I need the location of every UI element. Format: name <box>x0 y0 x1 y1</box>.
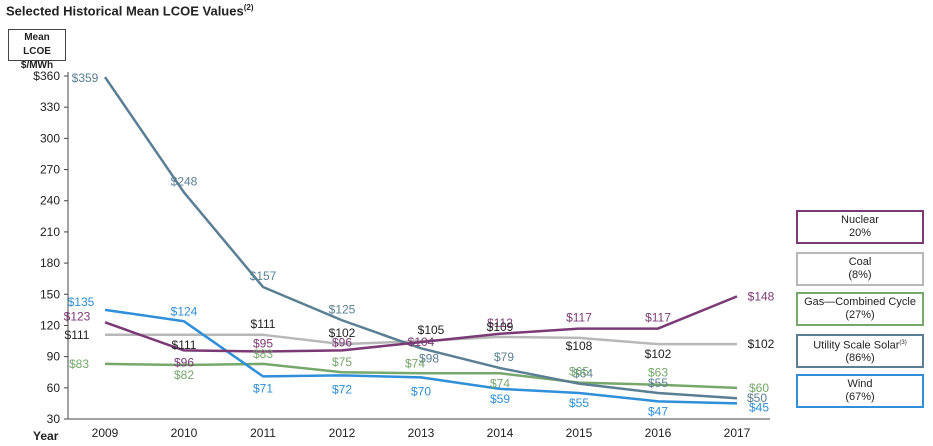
legend-item-nuclear: Nuclear 20% <box>796 210 924 244</box>
data-label-coal: $102 <box>748 337 775 351</box>
y-tick-label: 270 <box>40 163 60 177</box>
data-label-solar: $50 <box>747 391 767 405</box>
data-label-wind: $45 <box>749 400 769 414</box>
data-label-nuclear: $112 <box>487 316 513 330</box>
data-label-nuclear: $104 <box>408 335 435 349</box>
legend-item-wind: Wind (67%) <box>796 374 924 408</box>
data-label-solar: $79 <box>494 350 514 364</box>
legend-label: Nuclear <box>841 214 879 226</box>
data-label-coal: $111 <box>251 317 276 331</box>
legend-percent: (8%) <box>848 269 872 281</box>
data-label-solar: $55 <box>648 376 668 390</box>
y-tick-label: 330 <box>40 100 60 114</box>
data-label-solar: $248 <box>171 174 198 188</box>
data-label-solar: $359 <box>72 71 99 85</box>
data-label-coal: $111 <box>172 338 197 352</box>
y-tick-label: 180 <box>40 256 60 270</box>
x-tick-label: 2009 <box>92 426 119 440</box>
data-label-gas: $74 <box>405 356 425 370</box>
data-label-gas: $82 <box>174 368 194 382</box>
data-label-coal: $111 <box>65 328 90 342</box>
data-label-coal: $102 <box>645 347 672 361</box>
x-tick-label: 2010 <box>171 426 198 440</box>
x-tick-label: 2013 <box>408 426 435 440</box>
legend-label: Gas—Combined Cycle <box>804 296 916 308</box>
data-label-nuclear: $123 <box>64 309 91 323</box>
data-label-nuclear: $117 <box>566 311 592 325</box>
x-axis-title: Year <box>33 429 59 443</box>
x-tick-label: 2012 <box>329 426 356 440</box>
data-label-gas: $63 <box>648 366 668 380</box>
data-label-gas: $75 <box>332 355 352 369</box>
data-label-gas: $74 <box>490 376 510 390</box>
legend-percent: (67%) <box>845 391 875 403</box>
data-label-coal: $105 <box>418 323 445 337</box>
y-tick-label: 90 <box>47 350 61 364</box>
legend-label: Coal <box>848 256 872 268</box>
x-tick-label: 2016 <box>645 426 672 440</box>
y-tick-label: 300 <box>40 131 60 145</box>
y-tick-label: 60 <box>47 381 61 395</box>
y-tick-label: 120 <box>40 318 60 332</box>
data-label-coal: $108 <box>566 339 593 353</box>
series-line-gas <box>104 362 738 390</box>
data-label-wind: $47 <box>648 404 668 418</box>
data-label-nuclear: $148 <box>748 289 775 303</box>
series-line-solar <box>103 76 738 400</box>
data-label-solar: $125 <box>329 302 356 316</box>
x-tick-label: 2017 <box>724 426 751 440</box>
data-label-wind: $72 <box>332 382 352 396</box>
series-line-nuclear <box>104 295 738 353</box>
data-label-solar: $157 <box>250 269 277 283</box>
legend-item-solar: Utility Scale Solar(3) (86%) <box>796 334 924 368</box>
data-label-solar: $98 <box>419 351 439 365</box>
legend-percent: (86%) <box>845 352 875 365</box>
x-tick-label: 2015 <box>566 426 593 440</box>
y-axis-unit-label: Mean LCOE $/MWh <box>8 29 66 71</box>
data-label-nuclear: $95 <box>253 336 273 350</box>
data-label-nuclear: $117 <box>645 311 671 325</box>
data-label-gas: $60 <box>749 381 769 395</box>
y-tick-label: $360 <box>33 69 60 83</box>
series-line-wind <box>104 308 738 405</box>
y-tick-label: 150 <box>40 287 60 301</box>
data-label-coal: $109 <box>487 320 514 334</box>
data-label-gas: $83 <box>253 347 273 361</box>
y-tick-label: 210 <box>40 225 60 239</box>
legend-item-coal: Coal (8%) <box>796 252 924 286</box>
data-label-gas: $65 <box>569 365 589 379</box>
data-label-coal: $102 <box>329 326 356 340</box>
x-tick-label: 2011 <box>250 426 276 440</box>
data-label-nuclear: $96 <box>174 355 194 369</box>
data-label-wind: $135 <box>68 295 95 309</box>
y-tick-label: 240 <box>40 194 60 208</box>
legend-item-gas: Gas—Combined Cycle (27%) <box>796 292 924 326</box>
data-label-wind: $59 <box>490 392 510 406</box>
legend-percent: (27%) <box>845 309 875 321</box>
data-label-wind: $55 <box>569 396 589 410</box>
chart-title: Selected Historical Mean LCOE Values(2) <box>6 3 254 19</box>
data-label-wind: $71 <box>253 381 273 395</box>
data-label-solar: $64 <box>573 367 593 381</box>
y-tick-label: 30 <box>47 412 61 426</box>
legend-label: Wind <box>847 378 873 390</box>
data-label-gas: $83 <box>69 357 89 371</box>
x-tick-label: 2014 <box>487 426 514 440</box>
data-label-wind: $70 <box>411 384 431 398</box>
data-label-nuclear: $96 <box>332 335 352 349</box>
legend-percent: 20% <box>848 227 872 239</box>
legend-label: Utility Scale Solar(3) <box>813 339 907 352</box>
data-label-wind: $124 <box>171 304 198 318</box>
